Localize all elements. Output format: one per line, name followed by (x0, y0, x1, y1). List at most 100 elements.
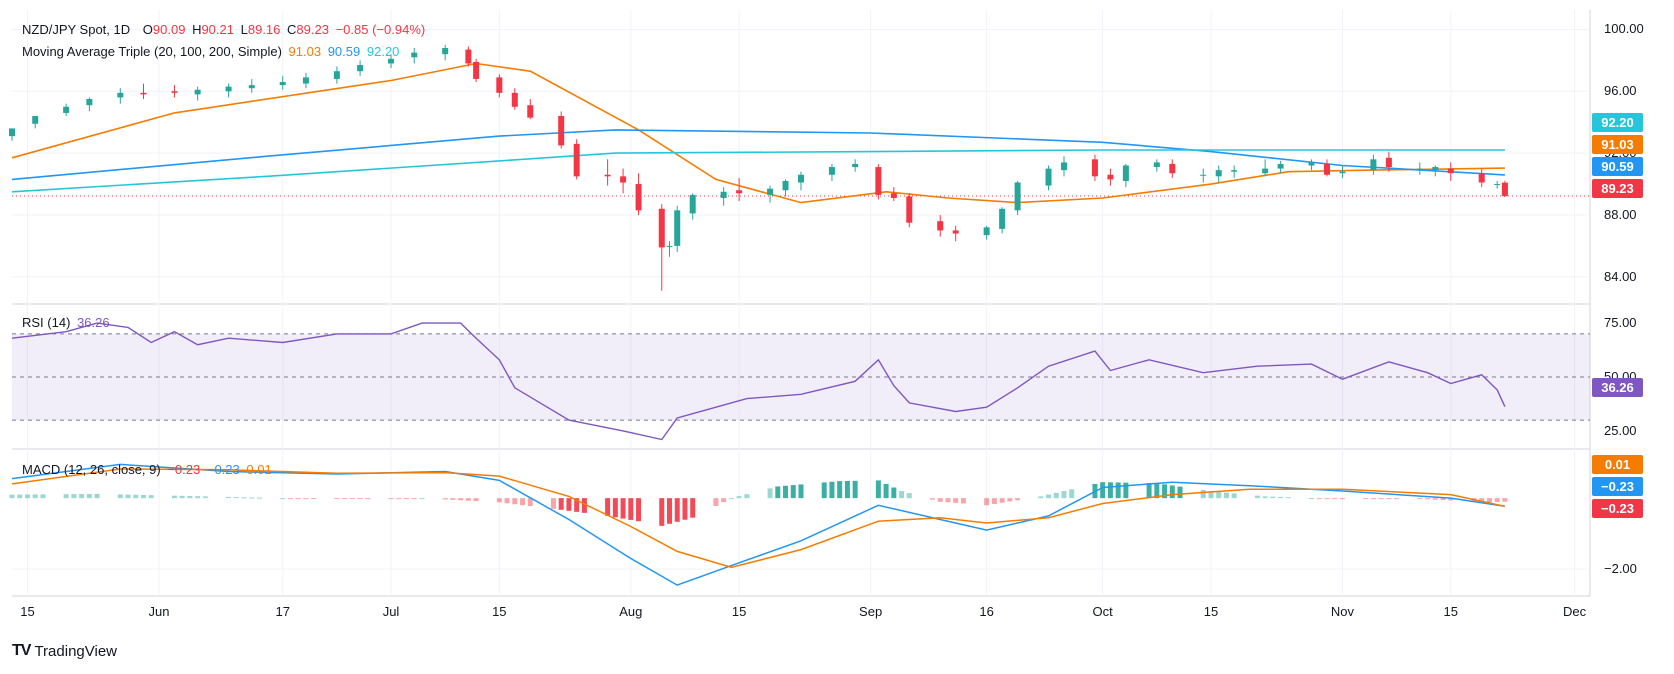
macd-histogram-bar (365, 498, 371, 500)
macd-histogram-bar (1432, 498, 1438, 500)
low-label: L (240, 22, 248, 37)
macd-histogram-bar (1270, 496, 1276, 499)
macd-histogram-bar (280, 498, 286, 500)
candle (558, 111, 565, 149)
macd-histogram-bar (1324, 498, 1330, 500)
candle (1215, 165, 1222, 183)
high-value: 90.21 (201, 22, 234, 37)
rsi-tick-label: 25.00 (1604, 422, 1637, 438)
candle (767, 185, 774, 203)
candle (983, 225, 990, 240)
candle (852, 159, 859, 172)
candle (357, 60, 364, 76)
macd-histogram-bar (1208, 491, 1214, 499)
macd-histogram-bar (1154, 483, 1160, 499)
candle (1478, 168, 1485, 188)
candle (689, 193, 696, 220)
macd-histogram-bar (86, 493, 92, 499)
candle (1447, 162, 1454, 181)
candle (527, 99, 534, 120)
macd-histogram-bar (311, 498, 317, 500)
candle (1494, 180, 1501, 189)
hist-value: 0.01 (246, 462, 272, 477)
candle (465, 46, 472, 67)
macd-histogram-bar (1370, 498, 1376, 500)
candle-body (1432, 167, 1439, 171)
candle-body (279, 82, 286, 86)
candle (1308, 159, 1315, 171)
candle (952, 225, 959, 242)
ma-legend: Moving Average Triple (20, 100, 200, Sim… (22, 44, 402, 60)
time-tick-label: 17 (275, 604, 290, 619)
candle (194, 86, 201, 101)
candle-body (248, 85, 255, 89)
macd-histogram-bar (349, 498, 355, 500)
candle-body (1215, 170, 1222, 177)
macd-histogram-bar (388, 498, 394, 500)
price-tick-label: 84.00 (1604, 268, 1637, 284)
macd-histogram-bar (775, 486, 781, 499)
macd-histogram-bar (612, 498, 618, 518)
candle-body (1501, 182, 1508, 196)
ma20-line (11, 62, 1505, 204)
tradingview-logo-icon: TV (12, 642, 31, 659)
candle (875, 163, 882, 200)
macd-histogram-bar (1502, 498, 1508, 502)
macd-histogram-bar (411, 498, 417, 500)
candle-body (1324, 163, 1330, 175)
macd-histogram-bar (1162, 484, 1168, 499)
macd-histogram-bar (1278, 496, 1284, 499)
brand[interactable]: TV TradingView (12, 642, 117, 660)
price-tick-label: 100.00 (1604, 21, 1644, 37)
high-label: H (192, 22, 202, 37)
macd-histogram-bar (233, 497, 239, 499)
brand-name: TradingView (34, 642, 117, 660)
macd-histogram-bar (1486, 498, 1492, 503)
macd-histogram-bar (1146, 483, 1152, 499)
candle (9, 128, 15, 141)
candle (1262, 159, 1269, 177)
candle-body (1153, 162, 1160, 168)
macd-histogram-bar (1309, 498, 1315, 500)
macd-histogram-bar (125, 494, 131, 499)
close-label: C (287, 22, 297, 37)
rsi-label: RSI (14) (22, 315, 71, 330)
candle-body (442, 48, 449, 55)
time-tick-label: Sep (859, 604, 883, 619)
macd-pane (9, 463, 1590, 586)
candle-body (782, 180, 789, 191)
candle (1107, 168, 1114, 186)
ma100-line (11, 129, 1505, 181)
candle (1324, 159, 1330, 177)
candle-body (1385, 157, 1392, 168)
candle (473, 58, 480, 83)
candle-body (388, 58, 395, 64)
candle-body (1494, 184, 1501, 186)
candle-body (720, 191, 727, 198)
change-value: −0.85 (−0.94%) (335, 22, 426, 37)
rsi-band (12, 333, 1590, 421)
signal-value: −0.23 (206, 462, 240, 477)
candle (333, 66, 340, 84)
candle-body (496, 77, 503, 93)
candle (279, 75, 286, 90)
candle-body (1122, 165, 1129, 181)
candle (1122, 163, 1129, 188)
macd-histogram-bar (937, 498, 943, 502)
macd-histogram-bar (334, 498, 340, 500)
time-tick-label: 15 (20, 604, 35, 619)
candle (674, 205, 681, 253)
macd-histogram-bar (628, 498, 634, 520)
macd-signal-tag: −0.23 (1592, 477, 1643, 496)
macd-histogram-bar (1046, 494, 1052, 499)
candle-body (1308, 162, 1315, 166)
macd-label: MACD (12, 26, close, 9) (22, 462, 161, 477)
macd-histogram-bar (202, 496, 208, 499)
candle-body (573, 143, 580, 177)
candle-body (1107, 174, 1114, 180)
candle (1432, 165, 1439, 177)
candle (171, 85, 178, 98)
macd-histogram-bar (396, 498, 402, 500)
candle-body (558, 116, 565, 146)
macd-histogram-bar (605, 498, 611, 516)
